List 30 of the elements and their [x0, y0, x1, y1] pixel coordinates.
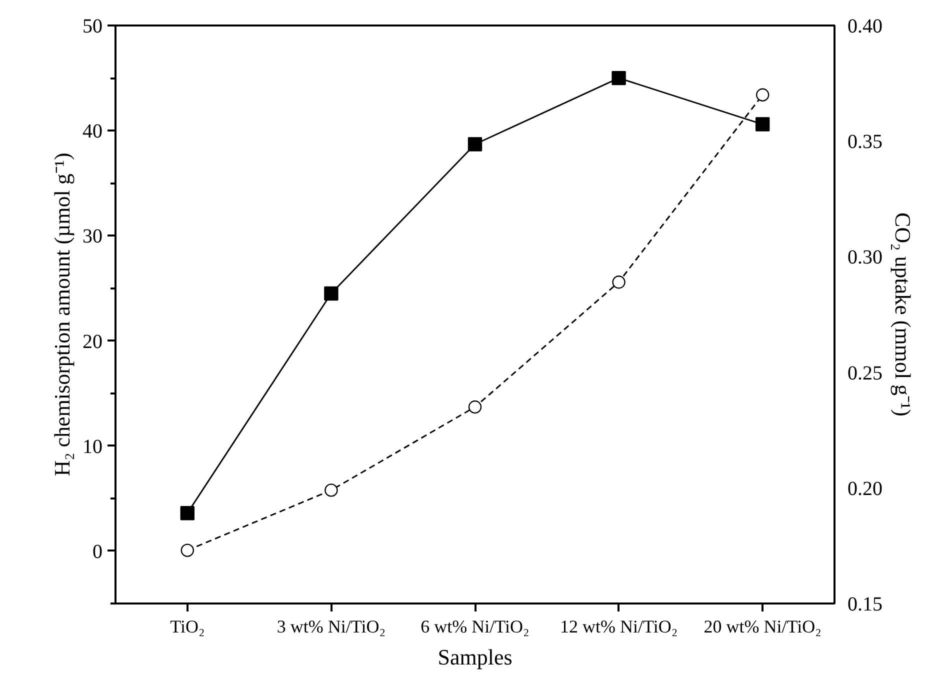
point [324, 484, 338, 497]
y2-tick-label: 0.15 [848, 594, 882, 616]
y-tick-label: 20 [82, 330, 102, 353]
y-tick-label: 50 [82, 16, 102, 38]
point [180, 544, 194, 557]
x-axis-title: Samples [438, 644, 512, 670]
x-tick-label: 6 wt% Ni/TiO₂ [420, 616, 530, 636]
y-tick-label: 40 [82, 120, 102, 143]
point [756, 88, 770, 102]
y2-axis-title: CO₂ uptake (mmol g⁻¹) [890, 212, 916, 416]
x-tick-label: TiO₂ [170, 616, 205, 636]
y2-tick-label: 0.35 [848, 131, 882, 154]
x-tick-label: 12 wt% Ni/TiO₂ [560, 616, 678, 636]
point [468, 400, 482, 414]
point [756, 117, 770, 132]
y-axis-title: H₂ chemisorption amount (µmol g⁻¹) [50, 152, 74, 476]
point [612, 276, 626, 289]
point [180, 506, 194, 520]
y-tick-label: 0 [92, 540, 102, 563]
point [324, 286, 338, 301]
x-tick-label: 3 wt% Ni/TiO₂ [276, 616, 386, 636]
y2-tick-label: 0.30 [848, 246, 882, 269]
y2-tick-label: 0.20 [848, 478, 882, 500]
y-tick-label: 30 [82, 226, 102, 248]
x-tick-label: 20 wt% Ni/TiO₂ [704, 616, 822, 636]
point [612, 70, 626, 86]
y-tick-label: 10 [82, 436, 102, 458]
y2-tick-label: 0.25 [848, 362, 882, 384]
point [468, 137, 482, 152]
y2-tick-label: 0.40 [848, 16, 882, 38]
